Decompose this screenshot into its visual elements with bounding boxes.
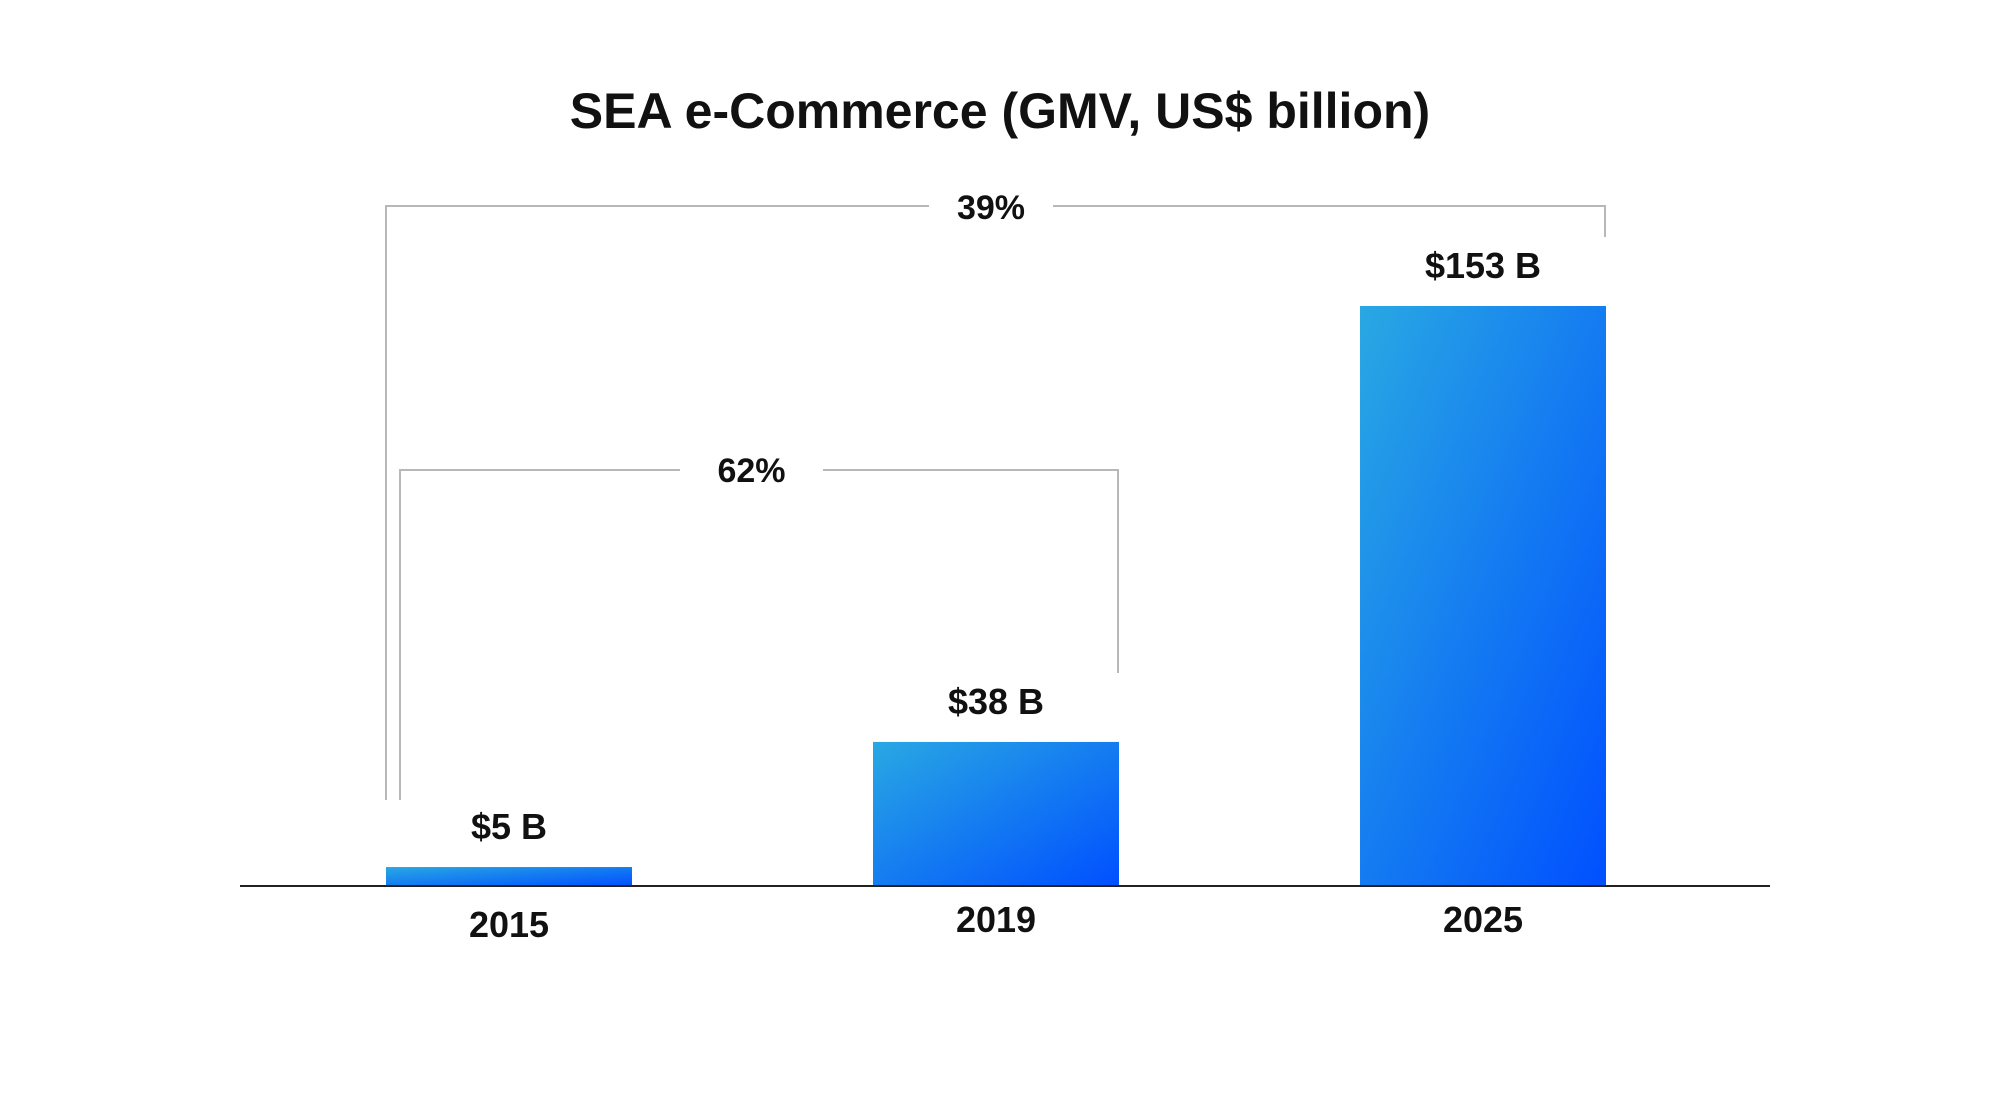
bracket-label-2015-2019: 62% bbox=[717, 452, 785, 490]
x-tick-labels-group: 2015 2019 2025 bbox=[469, 899, 1523, 945]
bracket-label-2015-2025: 39% bbox=[957, 189, 1025, 227]
x-tick-label-2015: 2015 bbox=[469, 904, 549, 945]
bar-2025 bbox=[1360, 306, 1606, 886]
bar-2015 bbox=[386, 867, 632, 886]
bar-2019 bbox=[873, 741, 1119, 886]
x-tick-label-2019: 2019 bbox=[956, 899, 1036, 940]
x-tick-label-2025: 2025 bbox=[1443, 899, 1523, 940]
value-labels-group: $5 B $38 B $153 B bbox=[471, 245, 1541, 847]
growth-brackets: 62% 39% bbox=[385, 189, 1606, 800]
bars-group bbox=[386, 306, 1606, 886]
value-label-2015: $5 B bbox=[471, 806, 547, 847]
value-label-2025: $153 B bbox=[1425, 245, 1541, 286]
bracket-line-2015-2025 bbox=[385, 205, 1606, 800]
chart-title: SEA e-Commerce (GMV, US$ billion) bbox=[570, 83, 1430, 139]
bracket-line-2015-2019 bbox=[399, 469, 1119, 800]
value-label-2019: $38 B bbox=[948, 681, 1044, 722]
